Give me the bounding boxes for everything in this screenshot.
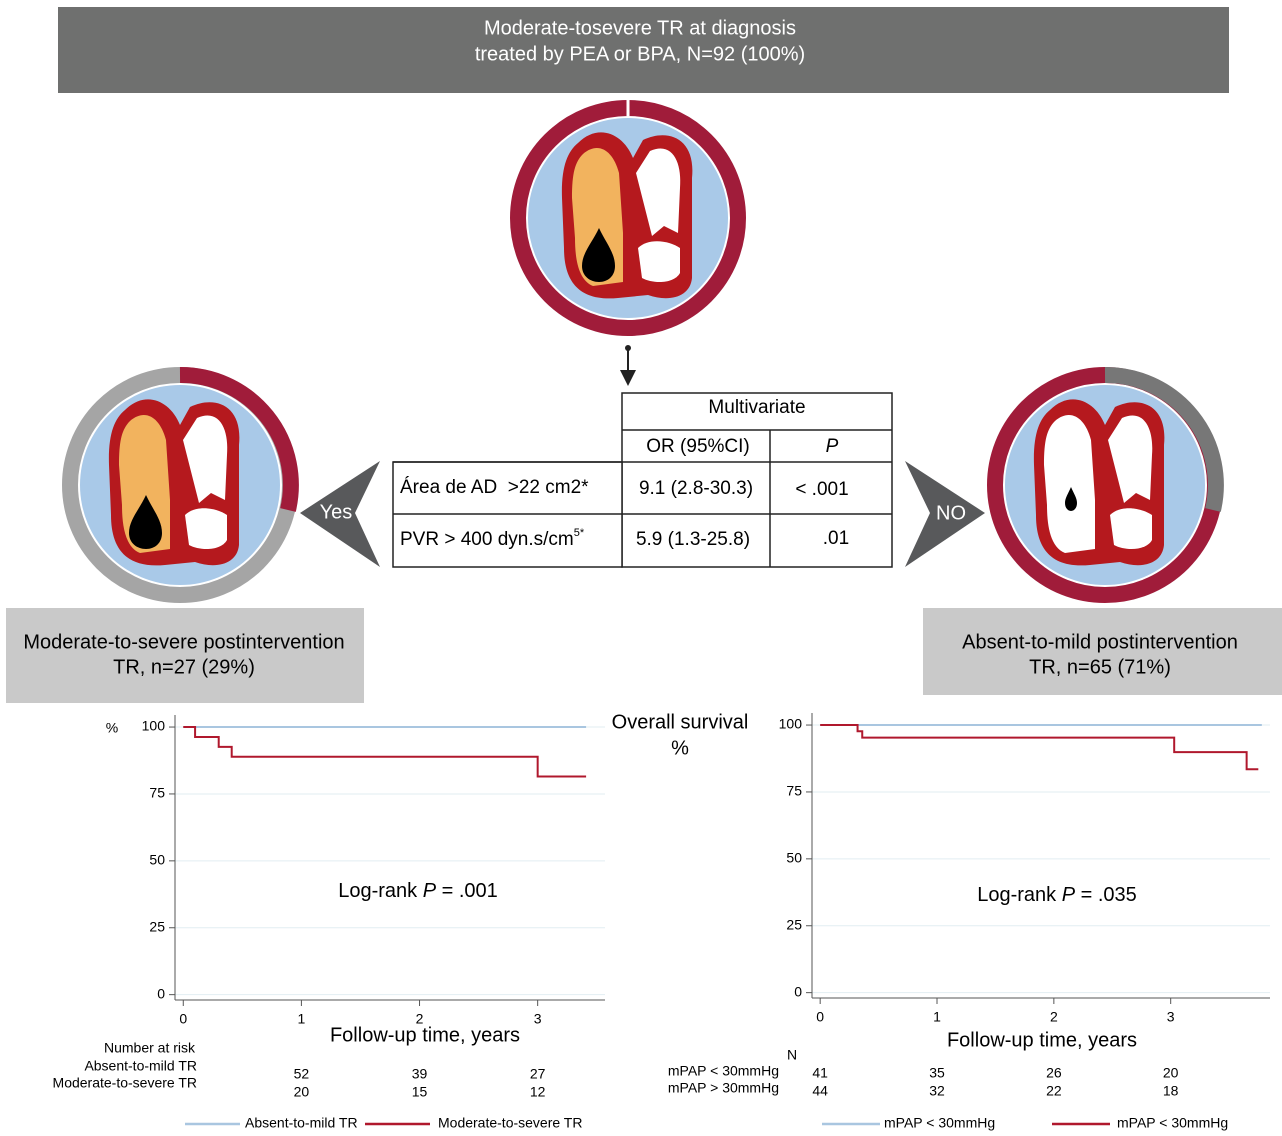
- y-tick-label: 100: [779, 716, 803, 732]
- x-tick-label: 1: [298, 1011, 306, 1027]
- risk-count: 44: [812, 1083, 828, 1099]
- risk-row-label: mPAP > 30mmHg: [668, 1080, 779, 1096]
- legend-label: Moderate-to-severe TR: [438, 1115, 582, 1131]
- annotation-text: = .035: [1075, 884, 1137, 906]
- y-tick-label: 50: [786, 850, 802, 866]
- x-tick-label: 3: [534, 1011, 542, 1027]
- risk-count: 39: [412, 1066, 428, 1082]
- table-cell-text: PVR > 400 dyn.s/cm: [400, 529, 574, 550]
- y-tick-label: 75: [149, 785, 165, 801]
- legend-label: Absent-to-mild TR: [245, 1115, 358, 1131]
- risk-row-label: mPAP < 30mmHg: [668, 1063, 779, 1079]
- risk-count: 20: [294, 1084, 310, 1100]
- table-cell: 9.1 (2.8-30.3): [639, 478, 753, 499]
- x-tick-label: 0: [816, 1009, 824, 1025]
- heart-top: [518, 100, 738, 328]
- table-cell: 5.9 (1.3-25.8): [636, 529, 750, 550]
- annotation-text: Log-rank: [338, 880, 423, 902]
- risk-row-label: Moderate-to-severe TR: [53, 1075, 197, 1091]
- table-cell-sup: 5*: [574, 527, 585, 539]
- survival-line: [820, 725, 1258, 769]
- table-header: OR (95%CI): [646, 436, 749, 457]
- page: {"header": {"lines": ["Moderate-tosevere…: [0, 0, 1282, 1136]
- table-cell: Área de AD >22 cm2*: [400, 477, 589, 498]
- header-text: Moderate-tosevere TR at diagnosis: [484, 17, 796, 39]
- yes-label: Yes: [320, 501, 353, 523]
- x-tick-label: 0: [179, 1011, 187, 1027]
- risk-count: 18: [1163, 1083, 1179, 1099]
- annotation-text: P: [1062, 884, 1076, 906]
- y-tick-label: 50: [149, 852, 165, 868]
- risk-title: N: [787, 1047, 797, 1063]
- risk-row-label: Absent-to-mild TR: [84, 1058, 197, 1074]
- y-tick-label: 0: [794, 983, 802, 999]
- heart-left: [70, 375, 291, 595]
- table-cell: .01: [823, 528, 849, 549]
- figure: Moderate-tosevere TR at diagnosis treate…: [0, 0, 1282, 1136]
- risk-count: 12: [530, 1084, 546, 1100]
- survival-line: [183, 727, 586, 777]
- y-tick-label: 75: [786, 783, 802, 799]
- table-header: P: [826, 436, 839, 457]
- right-box-text: Absent-to-mild postintervention: [962, 631, 1238, 653]
- risk-count: 35: [929, 1065, 945, 1081]
- annotation-text: Log-rank: [977, 884, 1062, 906]
- risk-count: 41: [812, 1065, 828, 1081]
- risk-count: 20: [1163, 1065, 1179, 1081]
- risk-count: 26: [1046, 1065, 1062, 1081]
- heart-right: [995, 375, 1216, 595]
- x-tick-label: 1: [933, 1009, 941, 1025]
- risk-count: 22: [1046, 1083, 1062, 1099]
- down-arrow: [620, 345, 636, 386]
- y-tick-label: 25: [149, 918, 165, 934]
- y-tick-label: 100: [142, 718, 166, 734]
- annotation: Log-rank P = .035: [977, 884, 1137, 906]
- left-box-text: Moderate-to-severe postintervention: [23, 631, 344, 653]
- x-axis-label: Follow-up time, years: [947, 1029, 1137, 1051]
- no-label: NO: [936, 502, 966, 524]
- risk-title: Number at risk: [104, 1040, 196, 1056]
- table-cell: < .001: [795, 479, 848, 500]
- overall-survival: %: [671, 737, 689, 759]
- y-tick-label: 0: [157, 985, 165, 1001]
- risk-count: 27: [530, 1066, 546, 1082]
- right-box-text: TR, n=65 (71%): [1029, 656, 1171, 678]
- risk-count: 52: [294, 1066, 310, 1082]
- left-box-text: TR, n=27 (29%): [113, 656, 255, 678]
- annotation-text: = .001: [436, 880, 498, 902]
- x-tick-label: 2: [1050, 1009, 1058, 1025]
- y-axis-label: %: [106, 720, 118, 736]
- annotation-text: P: [423, 880, 437, 902]
- header-text: treated by PEA or BPA, N=92 (100%): [475, 43, 805, 65]
- risk-count: 32: [929, 1083, 945, 1099]
- y-tick-label: 25: [786, 916, 802, 932]
- annotation: Log-rank P = .001: [338, 880, 498, 902]
- x-tick-label: 3: [1167, 1009, 1175, 1025]
- legend-label: mPAP < 30mmHg: [884, 1115, 995, 1131]
- legend-label: mPAP < 30mmHg: [1117, 1115, 1228, 1131]
- risk-count: 15: [412, 1084, 428, 1100]
- x-axis-label: Follow-up time, years: [330, 1024, 520, 1046]
- table-cell: PVR > 400 dyn.s/cm5*: [400, 527, 585, 550]
- overall-survival: Overall survival: [612, 711, 749, 733]
- table-title: Multivariate: [708, 397, 805, 418]
